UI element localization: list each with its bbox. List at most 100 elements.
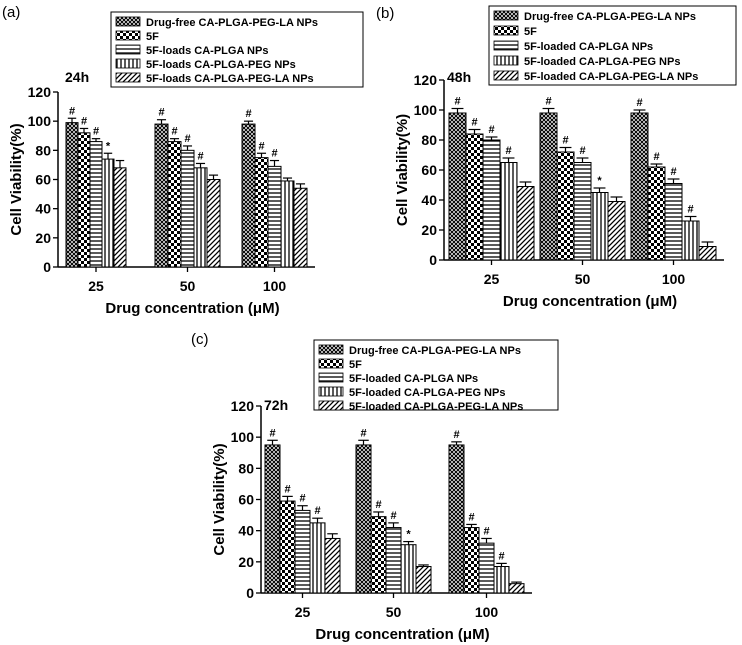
legend-label: 5F <box>349 359 362 371</box>
bar <box>478 542 495 594</box>
significance-mark: # <box>687 204 693 216</box>
significance-mark: # <box>453 429 459 441</box>
legend: Drug-free CA-PLGA-PEG-LA NPs 5F 5F-loaded … <box>313 339 559 413</box>
legend-swatch <box>318 344 344 355</box>
x-tick-label: 100 <box>662 271 686 287</box>
bar <box>264 444 281 594</box>
significance-mark: # <box>269 427 275 439</box>
significance-mark: # <box>299 493 305 505</box>
panel-label: (c) <box>191 331 209 348</box>
legend-box <box>110 11 364 88</box>
bar <box>465 133 484 261</box>
bar <box>647 166 666 261</box>
significance-mark: * <box>597 175 602 187</box>
bar <box>294 509 311 594</box>
bar <box>254 157 269 268</box>
bar <box>482 139 501 261</box>
legend-swatch <box>318 372 344 383</box>
significance-mark: # <box>488 124 494 136</box>
legend: Drug-free CA-PLGA-PEG-LA NPs 5F 5F-loads C… <box>110 11 364 88</box>
y-tick-label: 100 <box>414 102 438 118</box>
significance-mark: # <box>271 148 277 160</box>
bar <box>167 141 182 268</box>
y-tick-label: 60 <box>421 162 437 178</box>
y-tick-label: 120 <box>28 84 52 100</box>
legend-label: 5F-loads CA-PLGA NPs <box>146 45 268 57</box>
bar <box>267 165 282 268</box>
y-tick-label: 80 <box>238 460 254 476</box>
panel-label: (a) <box>2 4 20 21</box>
significance-mark: # <box>93 126 99 138</box>
legend-label: 5F-loads CA-PLGA-PEG NPs <box>146 59 296 71</box>
legend-label: 5F <box>524 26 537 38</box>
legend-label: 5F-loads CA-PLGA-PEG-LA NPs <box>146 73 314 85</box>
bar <box>113 167 127 268</box>
chart-title: 24h <box>65 69 89 85</box>
significance-mark: # <box>360 427 366 439</box>
significance-mark: # <box>562 135 568 147</box>
bar <box>415 566 432 594</box>
legend-swatch <box>115 30 141 41</box>
legend-swatch <box>493 70 519 81</box>
bar <box>279 500 296 594</box>
significance-mark: # <box>284 483 290 495</box>
x-tick-label: 25 <box>295 604 311 620</box>
y-tick-label: 120 <box>231 398 255 414</box>
legend-box <box>313 339 559 411</box>
legend-label: 5F <box>146 31 159 43</box>
significance-mark: # <box>468 511 474 523</box>
bar <box>516 186 535 261</box>
x-tick-label: 100 <box>475 604 499 620</box>
significance-mark: # <box>505 145 511 157</box>
y-tick-label: 20 <box>421 222 437 238</box>
significance-mark: # <box>545 96 551 108</box>
legend-label: 5F-loaded CA-PLGA NPs <box>349 373 478 385</box>
bar <box>630 112 649 261</box>
panel-a: (a) 24h 0 20 40 60 80 100 120 Cell Viability(%) 25… <box>2 4 364 317</box>
panel-label: (b) <box>376 5 394 22</box>
significance-mark: # <box>636 97 642 109</box>
y-tick-label: 60 <box>35 172 51 188</box>
x-tick-label: 100 <box>263 278 287 294</box>
significance-mark: # <box>81 115 87 127</box>
x-tick-label: 50 <box>386 604 402 620</box>
legend-swatch <box>115 16 141 27</box>
bar <box>499 162 518 261</box>
bar <box>681 220 700 261</box>
bar <box>448 112 467 261</box>
legend-label: Drug-free CA-PLGA-PEG-LA NPs <box>349 345 521 357</box>
y-tick-label: 100 <box>28 113 52 129</box>
legend-label: 5F-loaded CA-PLGA-PEG-LA NPs <box>524 71 698 83</box>
y-tick-label: 20 <box>238 554 254 570</box>
legend-label: 5F-loaded CA-PLGA-PEG-LA NPs <box>349 401 523 413</box>
bar <box>180 149 195 268</box>
x-axis-title: Drug concentration (μM) <box>315 626 489 643</box>
legend-swatch <box>318 358 344 369</box>
bar <box>508 583 525 594</box>
x-axis-title: Drug concentration (μM) <box>105 300 279 317</box>
bar <box>493 566 510 594</box>
significance-mark: # <box>245 108 251 120</box>
chart-title: 48h <box>447 69 471 85</box>
bar <box>539 112 558 261</box>
bar <box>355 444 372 594</box>
significance-mark: # <box>653 151 659 163</box>
x-axis-title: Drug concentration (μM) <box>503 293 677 310</box>
bar <box>280 180 295 268</box>
bar <box>293 187 308 268</box>
significance-mark: # <box>498 550 504 562</box>
bar <box>154 123 169 268</box>
chart-title: 72h <box>264 397 288 413</box>
legend-box <box>488 5 737 86</box>
legend-swatch <box>318 386 344 397</box>
legend-swatch <box>318 400 344 411</box>
y-tick-label: 120 <box>414 72 438 88</box>
legend-swatch <box>115 58 141 69</box>
y-tick-label: 40 <box>35 201 51 217</box>
bar <box>309 522 326 594</box>
significance-mark: # <box>258 140 264 152</box>
bar <box>65 122 79 268</box>
bar <box>385 527 402 594</box>
y-tick-label: 20 <box>35 230 51 246</box>
bar <box>193 167 208 268</box>
